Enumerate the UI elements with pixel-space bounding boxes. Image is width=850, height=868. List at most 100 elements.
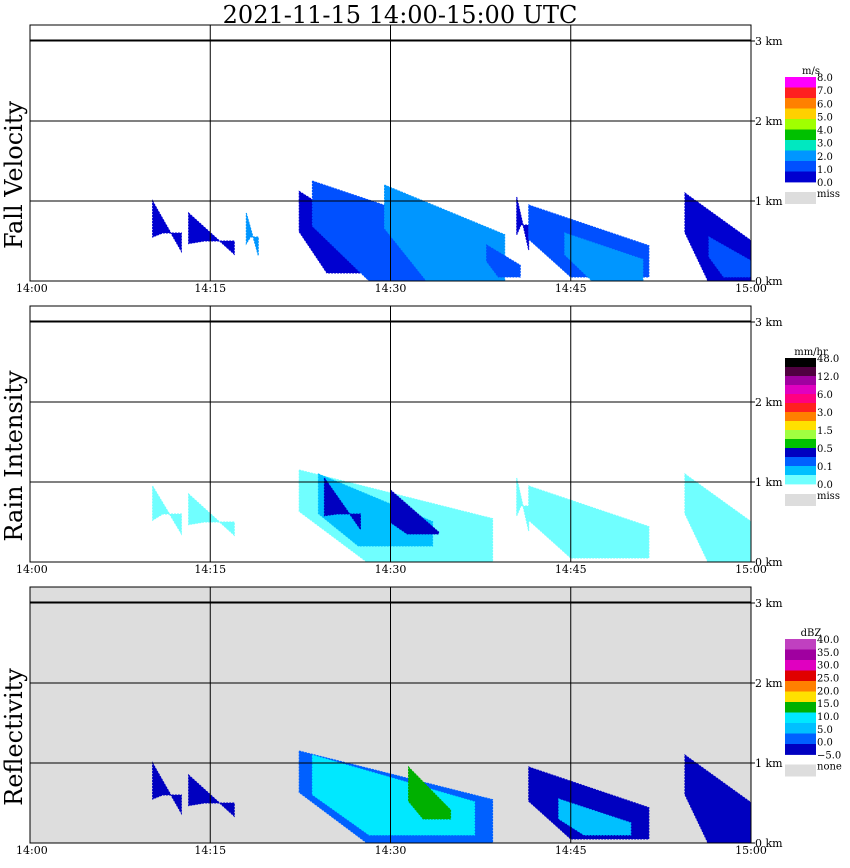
echo-mark [486, 244, 521, 278]
colorbar-swatch [785, 681, 816, 692]
y-axis-label: Rain Intensity [0, 370, 28, 542]
x-tick-label: 14:30 [375, 282, 407, 295]
colorbar-label: 20.0 [817, 686, 839, 697]
y-tick-label: 2 km [755, 396, 783, 409]
colorbar-label: 35.0 [817, 648, 839, 659]
colorbar-swatch [785, 140, 816, 151]
colorbar-label: 15.0 [817, 699, 839, 710]
x-tick-label: 14:00 [16, 282, 48, 295]
colorbar-label: 5.0 [817, 725, 833, 736]
echo-mark [152, 761, 182, 816]
panel-rain-intensity: 0 km 1 km 2 km 3 km 14:00 14:15 14:30 14:45 15:0… [0, 305, 840, 576]
x-tick-label: 15:00 [735, 844, 767, 857]
y-axis-label: Fall Velocity [0, 101, 28, 250]
x-tick-label: 14:15 [194, 563, 226, 576]
colorbar-swatch [785, 108, 816, 120]
colorbar-swatch [785, 439, 816, 449]
plot-frame [29, 586, 752, 844]
x-tick-label: 14:00 [16, 844, 48, 857]
colorbar-swatch [785, 723, 816, 734]
colorbar-swatch [785, 702, 816, 713]
colorbar-swatch [785, 466, 816, 476]
colorbar-label: 25.0 [817, 674, 839, 685]
colorbar-label: 4.0 [817, 126, 833, 137]
y-tick-label: 2 km [755, 677, 783, 690]
colorbar-swatch [785, 129, 816, 141]
grid-lines [30, 25, 751, 281]
echo-mark [528, 485, 650, 559]
colorbar-label: 0.1 [817, 462, 833, 473]
colorbar-swatch [785, 385, 816, 395]
y-tick-label: 0 km [755, 556, 783, 569]
colorbar-label: 0.0 [817, 178, 833, 189]
echo-mark [245, 212, 259, 256]
echo-mark [516, 477, 530, 532]
colorbar-swatch [785, 376, 816, 386]
colorbar-unit: m/s [802, 66, 820, 77]
colorbar-label: 40.0 [817, 635, 839, 646]
colorbar-missing-swatch [785, 764, 816, 777]
colorbar-swatch [785, 649, 816, 661]
colorbar-missing-label: none [817, 762, 842, 773]
colorbar-missing-swatch [785, 192, 816, 204]
colorbar-label: −5.0 [817, 751, 841, 762]
colorbar-swatch [785, 367, 816, 377]
echo-layer [152, 180, 752, 282]
colorbar-missing-swatch [785, 494, 816, 506]
colorbar-swatch [785, 87, 816, 99]
colorbar-label: 5.0 [817, 112, 833, 123]
echo-mark [516, 196, 530, 251]
x-tick-label: 14:00 [16, 563, 48, 576]
x-tick-label: 14:45 [555, 844, 587, 857]
y-tick-label: 0 km [755, 275, 783, 288]
colorbar-swatch [785, 733, 816, 745]
x-tick-label: 14:45 [555, 282, 587, 295]
colorbar-missing-label: miss [817, 491, 840, 502]
echo-mark [323, 476, 361, 531]
echo-mark [390, 488, 440, 535]
echo-mark [152, 484, 182, 536]
colorbar-label: 1.0 [817, 165, 833, 176]
colorbar-swatch [785, 639, 816, 650]
echo-mark [684, 473, 752, 563]
colorbar-swatch [785, 430, 816, 440]
colorbar-swatch [785, 744, 816, 755]
colorbar-label: 12.0 [817, 372, 839, 383]
colorbar-swatch [785, 171, 816, 183]
colorbar-swatch [785, 448, 816, 458]
echo-mark [708, 236, 752, 278]
plot-frame [29, 305, 752, 563]
colorbar-label: 2.0 [817, 152, 833, 163]
colorbar-swatch [785, 358, 816, 368]
grid-lines [30, 587, 751, 843]
colorbar-swatch [785, 457, 816, 467]
x-tick-label: 14:30 [375, 563, 407, 576]
panel-fall-velocity: 0 km 1 km 2 km 3 km 14:00 14:15 14:30 14:45 15:0… [0, 24, 840, 295]
x-tick-label: 15:00 [735, 563, 767, 576]
colorbar-label: 10.0 [817, 712, 839, 723]
x-tick-label: 15:00 [735, 282, 767, 295]
echo-mark [152, 199, 182, 254]
colorbar-swatch [785, 403, 816, 413]
colorbar-label: 3.0 [817, 408, 833, 419]
colorbar-label: 8.0 [817, 73, 833, 84]
x-tick-label: 14:30 [375, 844, 407, 857]
colorbar-swatch [785, 660, 816, 671]
y-tick-label: 3 km [755, 316, 783, 329]
colorbar-swatch [785, 412, 816, 422]
plot-frame [29, 24, 752, 282]
y-tick-label: 0 km [755, 837, 783, 850]
colorbar-swatch [785, 394, 816, 404]
colorbar-label: 6.0 [817, 99, 833, 110]
x-tick-label: 14:15 [194, 282, 226, 295]
colorbar-swatch [785, 421, 816, 431]
y-tick-label: 3 km [755, 35, 783, 48]
colorbar-swatch [785, 670, 816, 682]
echo-mark [558, 798, 632, 836]
x-tick-label: 14:45 [555, 563, 587, 576]
colorbar-unit: dBZ [801, 628, 822, 639]
echo-mark [188, 211, 235, 256]
colorbar-swatch [785, 161, 816, 172]
